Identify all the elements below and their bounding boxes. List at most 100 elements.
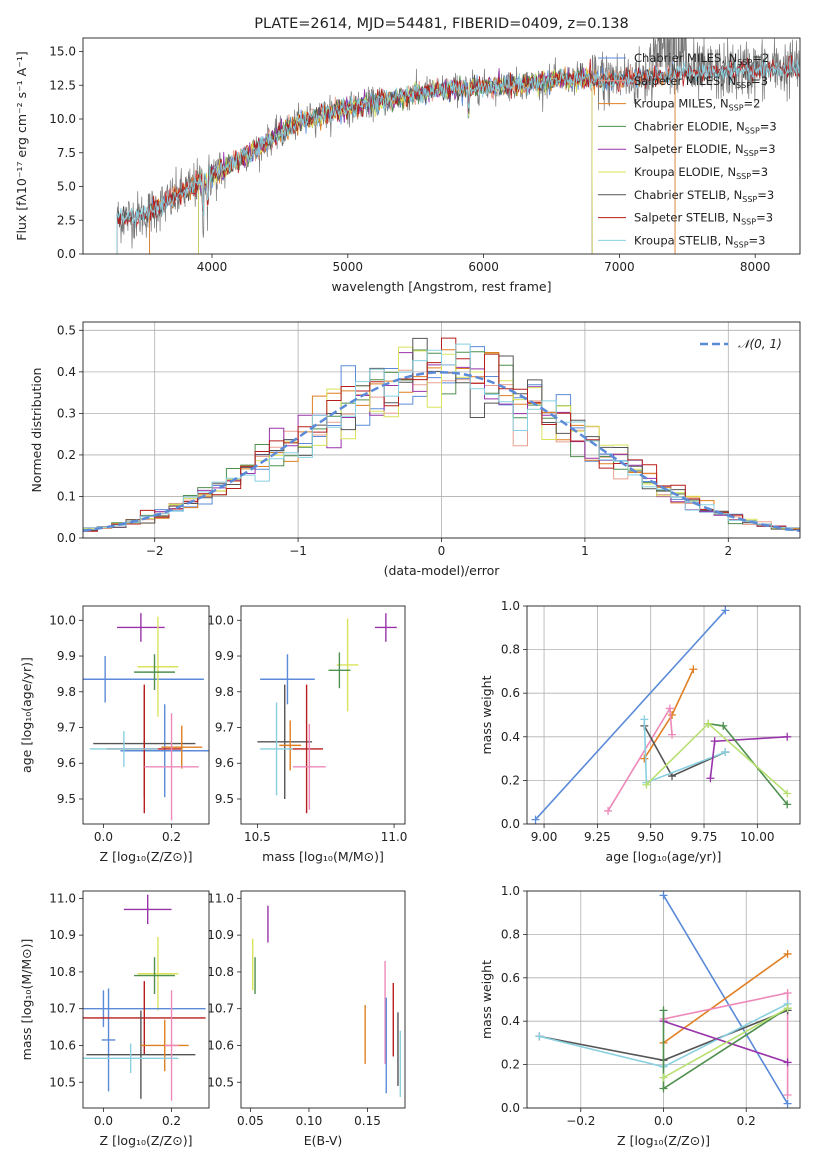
axes-frame <box>526 890 801 1109</box>
plus-marker <box>783 1090 792 1099</box>
data-point <box>86 1010 196 1099</box>
series-line <box>659 1004 792 1082</box>
y-tick-label: 9.8 <box>57 685 76 699</box>
data-point <box>134 957 175 994</box>
panel-weight_vs_age: 9.00 9.25 9.50 9.75 10.00 0.0 0.2 0.4 0.6 0.8 1.0 a… <box>479 599 801 864</box>
x-tick-label: 0.2 <box>737 1114 756 1128</box>
panel-residuals: −2 −1 0 1 2 0.0 0.1 0.2 0.3 0.4 0.5 (data-model)/er… <box>29 321 801 578</box>
plus-marker <box>659 1073 668 1082</box>
y-tick-label: 0.4 <box>57 365 76 379</box>
plot-area <box>257 613 397 814</box>
y-axis-label: mass [log₁₀(M/M⊙)] <box>19 939 34 1061</box>
panel-weight_vs_Z: −0.2 0.0 0.2 0.0 0.2 0.4 0.6 0.8 1.0 Z [log₁₀(Z/Z… <box>479 884 801 1148</box>
plot-area <box>83 894 206 1101</box>
x-tick-label: 0.15 <box>354 1114 381 1128</box>
data-point <box>83 1043 179 1074</box>
y-axis-label: age [log₁₀(age/yr)] <box>19 657 34 773</box>
y-tick-label: 9.7 <box>215 721 234 735</box>
axes-frame <box>240 605 406 825</box>
axes-frame <box>82 37 801 255</box>
y-tick-label: 2.5 <box>57 213 76 227</box>
x-tick-label: 4000 <box>197 260 228 274</box>
legend: 𝒩(0, 1) <box>700 337 782 351</box>
legend-label: Kroupa MILES, NSSP=2 <box>634 97 760 113</box>
data-point <box>123 894 172 925</box>
y-tick-label: 0.2 <box>501 1058 520 1072</box>
series-path <box>662 1007 789 1090</box>
series-path <box>534 609 726 821</box>
legend: Chabrier MILES, NSSP=2 Salpeter MILES, NS… <box>598 51 777 249</box>
plus-marker <box>689 665 698 674</box>
y-tick-label: 11.0 <box>207 891 234 905</box>
x-tick-label: 0.05 <box>237 1114 264 1128</box>
y-tick-label: 9.6 <box>57 756 76 770</box>
plus-marker <box>659 1084 668 1093</box>
legend-label: Kroupa STELIB, NSSP=3 <box>634 233 765 249</box>
x-tick-label: 0.2 <box>162 830 181 844</box>
series-line <box>659 949 792 1047</box>
plus-marker <box>783 949 792 958</box>
y-tick-label: 10.0 <box>49 112 76 126</box>
series-line <box>640 665 698 763</box>
y-tick-label: 9.8 <box>215 685 234 699</box>
panel-mass_vs_Z: 0.0 0.2 10.5 10.6 10.7 10.8 10.9 11.0 Z [log₁₀(Z… <box>19 890 210 1148</box>
legend-label: Chabrier MILES, NSSP=2 <box>634 51 769 67</box>
y-tick-label: 9.9 <box>57 649 76 663</box>
plus-marker <box>659 891 668 900</box>
y-tick-label: 15.0 <box>49 45 76 59</box>
y-tick-label: 0.8 <box>501 643 520 657</box>
y-tick-label: 0.8 <box>501 927 520 941</box>
y-tick-label: 0.0 <box>57 531 76 545</box>
axes: 0.0 0.2 10.5 10.6 10.7 10.8 10.9 11.0 Z [log₁₀(Z… <box>19 891 192 1148</box>
y-tick-label: 0.1 <box>57 489 76 503</box>
y-tick-label: 10.7 <box>207 1002 234 1016</box>
y-tick-label: 0.0 <box>501 817 520 831</box>
x-axis-label: mass [log₁₀(M/M⊙)] <box>262 849 384 864</box>
x-tick-label: 0.0 <box>94 1114 113 1128</box>
axes-frame <box>82 321 801 539</box>
plus-marker <box>719 721 728 730</box>
plus-marker <box>704 719 713 728</box>
data-point <box>374 613 397 642</box>
x-tick-label: 11.0 <box>381 830 408 844</box>
x-tick-label: 2 <box>724 544 732 558</box>
x-axis-label: Z [log₁₀(Z/Z⊙)] <box>100 1133 193 1148</box>
series-path <box>708 722 788 805</box>
plot-area <box>83 337 800 532</box>
plus-marker <box>531 815 540 824</box>
data-point <box>89 731 158 767</box>
y-tick-label: 1.0 <box>501 884 520 898</box>
y-tick-label: 5.0 <box>57 180 76 194</box>
legend-label: Chabrier ELODIE, NSSP=3 <box>634 119 777 135</box>
data-point <box>83 656 204 703</box>
series-line <box>604 704 677 815</box>
axes: 0.05 0.10 0.15 10.5 10.6 10.7 10.8 10.9 11.0 E(B-… <box>207 891 381 1148</box>
series-path <box>662 894 789 1105</box>
y-tick-label: 9.5 <box>57 792 76 806</box>
y-tick-label: 10.6 <box>207 1038 234 1052</box>
series-path <box>663 1020 788 1064</box>
series-path <box>663 1007 788 1079</box>
x-tick-label: 6000 <box>468 260 499 274</box>
y-tick-label: 0.4 <box>501 1014 520 1028</box>
y-tick-label: 1.0 <box>501 599 520 613</box>
plus-marker <box>665 704 674 713</box>
data-point <box>260 702 293 796</box>
axes: −0.2 0.0 0.2 0.0 0.2 0.4 0.6 0.8 1.0 Z [log₁₀(Z/Z… <box>479 884 756 1148</box>
x-tick-label: 10.5 <box>244 830 271 844</box>
axes-frame <box>240 890 406 1109</box>
x-axis-label: (data-model)/error <box>384 563 501 578</box>
data-point <box>137 616 179 717</box>
axes: 10.5 11.0 9.5 9.6 9.7 9.8 9.9 10.0 mass [log₁₀(M… <box>207 613 407 864</box>
data-point <box>83 981 206 1055</box>
plus-marker <box>668 730 677 739</box>
y-axis-label: Normed distribution <box>29 368 44 493</box>
x-tick-label: 1 <box>581 544 589 558</box>
x-tick-label: 9.00 <box>531 830 558 844</box>
series-path <box>645 722 788 795</box>
y-tick-label: 0.0 <box>501 1101 520 1115</box>
axes-frame <box>82 890 210 1109</box>
plus-marker <box>783 1058 792 1067</box>
data-point <box>279 720 302 771</box>
y-tick-label: 10.9 <box>207 928 234 942</box>
